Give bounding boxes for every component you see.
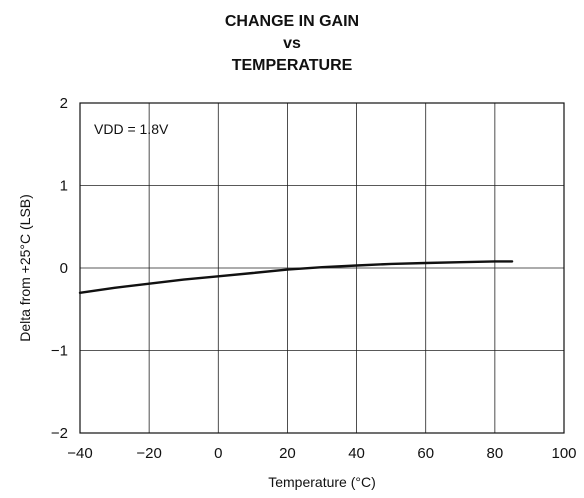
x-tick-label: 40: [348, 445, 365, 462]
plot-frame: [79, 102, 565, 434]
x-tick-label: 20: [279, 445, 296, 462]
x-tick-label: 60: [417, 445, 434, 462]
x-tick-label: 0: [214, 445, 222, 462]
y-tick-label: 1: [60, 178, 68, 195]
y-tick-label: 0: [60, 260, 68, 277]
x-tick-label: 100: [551, 445, 576, 462]
chart-title-line-1: CHANGE IN GAIN: [224, 13, 360, 30]
y-tick-label: −2: [51, 425, 68, 442]
vdd-annotation: VDD = 1.8V: [94, 121, 169, 137]
chart-title-line-3: TEMPERATURE: [231, 57, 353, 74]
x-axis-label: Temperature (°C): [268, 474, 376, 490]
y-axis-label: Delta from +25°C (LSB): [17, 194, 33, 342]
y-tick-label: 2: [60, 95, 68, 112]
x-tick-label: 80: [487, 445, 504, 462]
series-layer: [78, 260, 514, 294]
tick-labels: −40 −20 0 20 40 60 80 100 2 1 0 −1 −2: [51, 95, 577, 462]
series-line-0: [78, 260, 514, 294]
chart-title-line-2: vs: [283, 35, 301, 52]
y-tick-label: −1: [51, 343, 68, 360]
x-tick-label: −40: [67, 445, 92, 462]
x-tick-label: −20: [136, 445, 161, 462]
